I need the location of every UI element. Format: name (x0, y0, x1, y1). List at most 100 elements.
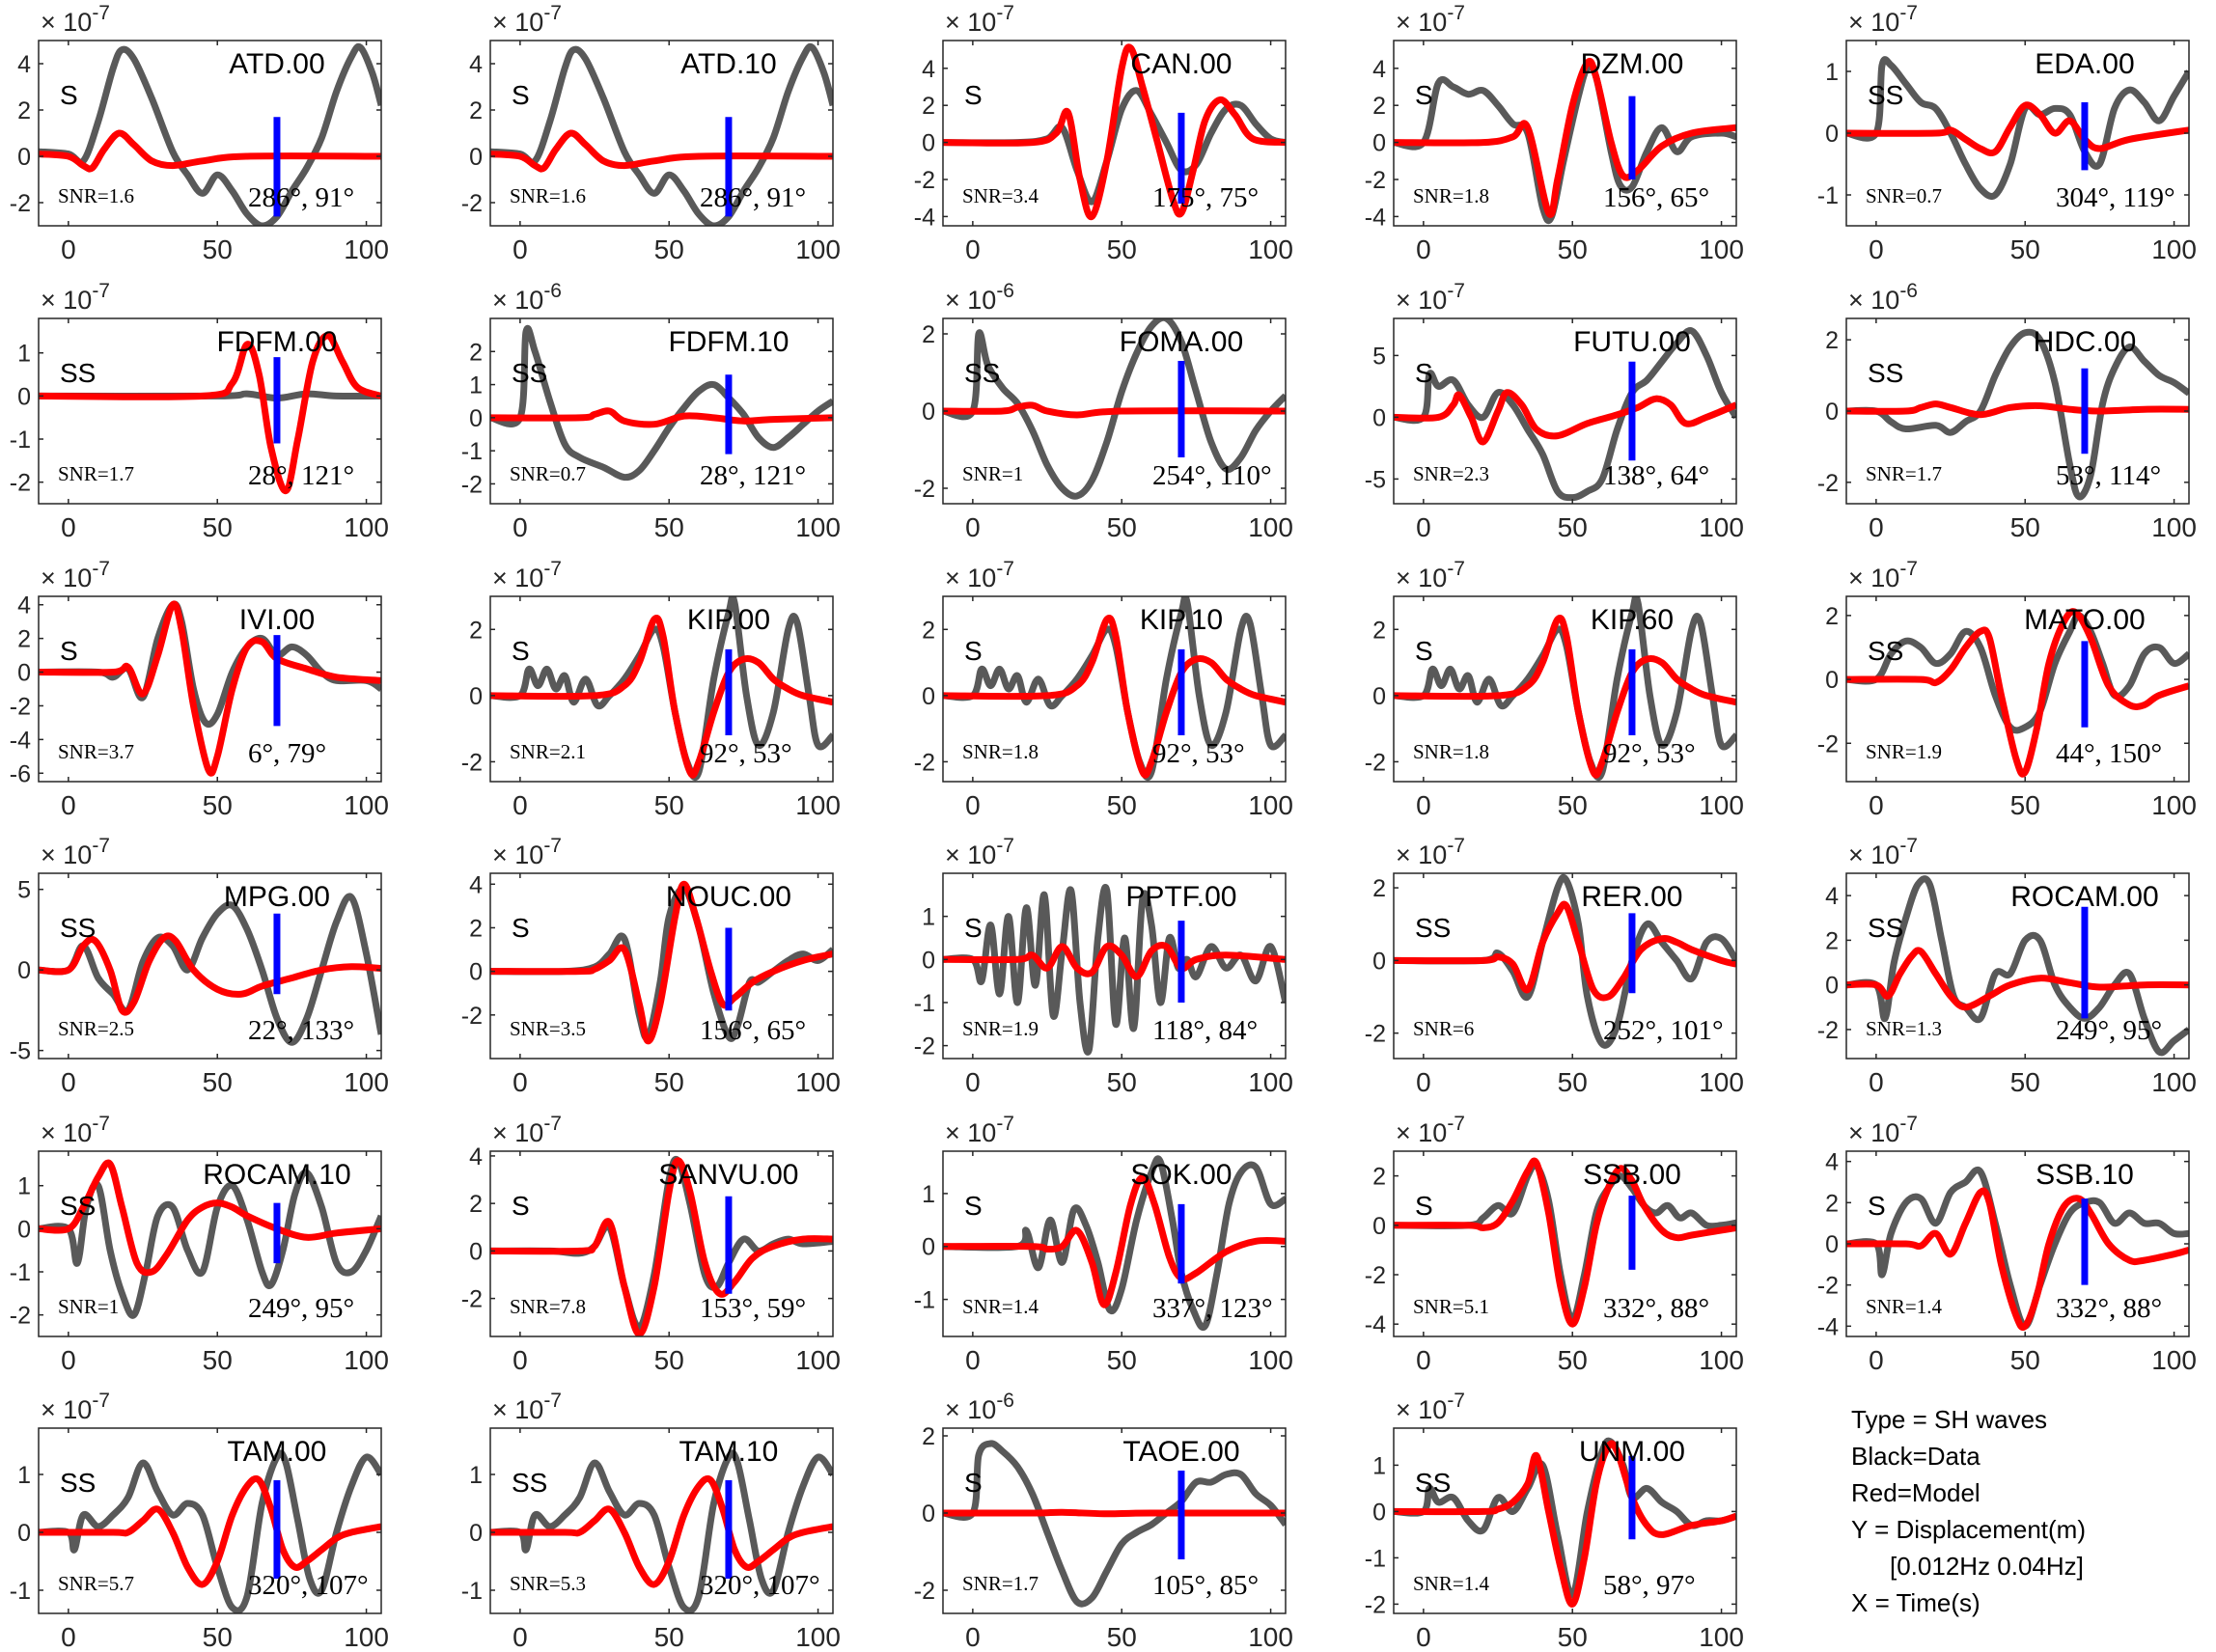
waveform-panel-taoe-00: -2 0 2 0 50 100 × 10-6 TAOE.00 S SNR=1.7 105°, 85° (914, 1390, 1293, 1652)
data-waveform (943, 884, 1286, 1056)
y-exponent-label: × 10-7 (1396, 558, 1465, 592)
y-exponent-label: × 10-7 (41, 280, 110, 315)
y-tick-label: 4 (469, 51, 483, 78)
x-tick-label: 100 (1699, 1345, 1744, 1375)
waveform-panel-can-00: -4 -2 0 2 4 0 50 100 × 10-7 CAN.00 S SNR=3.4 175°, 7… (914, 2, 1293, 264)
y-tick-label: 0 (1825, 973, 1839, 1000)
x-tick-label: 0 (1869, 1067, 1884, 1097)
x-tick-label: 100 (1248, 234, 1293, 264)
y-tick-label: 2 (1372, 1164, 1386, 1191)
y-tick-label: 2 (17, 626, 31, 653)
azimuth-label: 156°, 65° (700, 1015, 806, 1046)
phase-label: SS (1868, 636, 1903, 666)
x-tick-label: 0 (1416, 234, 1431, 264)
x-tick-label: 50 (2010, 1067, 2040, 1097)
y-tick-label: 2 (469, 915, 483, 942)
snr-label: SNR=3.5 (510, 1017, 586, 1040)
azimuth-label: 138°, 64° (1603, 460, 1709, 491)
y-tick-label: 0 (17, 144, 31, 171)
azimuth-label: 92°, 53° (1152, 738, 1245, 769)
y-exponent-label: × 10-7 (41, 558, 110, 592)
y-exponent-label: × 10-7 (1848, 2, 1918, 37)
y-tick-label: 2 (1825, 603, 1839, 630)
x-tick-label: 100 (344, 1067, 389, 1097)
y-tick-label: 5 (17, 877, 31, 904)
snr-label: SNR=0.7 (510, 462, 586, 485)
data-waveform (1394, 1437, 1736, 1599)
x-tick-label: 100 (344, 512, 389, 542)
waveform-panel-tam-00: -1 0 1 0 50 100 × 10-7 TAM.00 SS SNR=5.7 320°, 107… (10, 1390, 389, 1652)
x-tick-label: 50 (2010, 512, 2040, 542)
axes-frame (489, 317, 834, 505)
phase-label: SS (1868, 913, 1903, 943)
station-label: DZM.00 (1581, 48, 1684, 80)
waveform-panel-unm-00: -2 -1 0 1 0 50 100 × 10-7 UNM.00 SS SNR=1.4 58°, 97… (1365, 1390, 1744, 1652)
x-tick-label: 50 (1558, 1345, 1588, 1375)
data-waveform (1846, 875, 2189, 1057)
figure-legend: Type = SH waves Black=Data Red=Model Y =… (1851, 1401, 2199, 1621)
station-label: ROCAM.10 (203, 1159, 350, 1191)
x-tick-label: 50 (1107, 1067, 1137, 1097)
axes-frame (38, 317, 382, 505)
y-tick-label: -2 (914, 1578, 935, 1605)
model-waveform (1846, 1187, 2189, 1332)
axes-frame (1393, 1427, 1737, 1614)
y-exponent-label: × 10-7 (1396, 835, 1465, 869)
station-label: TAM.10 (679, 1436, 779, 1468)
data-waveform (943, 1440, 1286, 1608)
y-tick-label: -1 (1365, 1545, 1386, 1572)
y-tick-label: -2 (1365, 749, 1386, 776)
phase-label: S (1415, 358, 1433, 388)
azimuth-label: 286°, 91° (700, 182, 806, 213)
y-tick-label: 0 (1372, 948, 1386, 975)
y-exponent-label: × 10-6 (945, 280, 1014, 315)
y-tick-label: 0 (17, 957, 31, 984)
y-tick-label: 2 (922, 93, 935, 120)
y-tick-label: 2 (922, 617, 935, 644)
snr-label: SNR=5.1 (1413, 1295, 1489, 1318)
x-tick-label: 100 (1248, 512, 1293, 542)
snr-label: SNR=1.9 (1866, 740, 1942, 763)
x-tick-label: 0 (1869, 512, 1884, 542)
station-label: EDA.00 (2035, 48, 2134, 80)
phase-label: S (60, 636, 78, 666)
x-tick-label: 50 (1558, 1622, 1588, 1652)
x-tick-label: 0 (965, 234, 981, 264)
legend-data: Black=Data (1851, 1442, 1981, 1471)
x-tick-label: 50 (203, 234, 233, 264)
axes-frame (38, 872, 382, 1060)
y-tick-label: -2 (1365, 1262, 1386, 1289)
waveform-panel-ssb-10: -4 -2 0 2 4 0 50 100 × 10-7 SSB.10 S SNR=1.4 332°, 8… (1817, 1113, 2197, 1375)
y-exponent-label: × 10-7 (41, 2, 110, 37)
model-waveform (39, 129, 381, 173)
phase-label: SS (60, 1468, 96, 1498)
x-tick-label: 0 (1416, 1345, 1431, 1375)
y-tick-label: 0 (469, 1520, 483, 1547)
y-tick-label: 5 (1372, 343, 1386, 370)
azimuth-label: 105°, 85° (1152, 1570, 1259, 1601)
model-waveform (943, 942, 1286, 980)
azimuth-label: 156°, 65° (1603, 182, 1709, 213)
axes-frame (489, 595, 834, 783)
station-label: ATD.00 (229, 48, 324, 80)
snr-label: SNR=3.7 (58, 740, 134, 763)
legend-type: Type = SH waves (1851, 1405, 2048, 1434)
waveform-panel-ssb-00: -4 -2 0 2 0 50 100 × 10-7 SSB.00 S SNR=5.1 332°, 88… (1365, 1113, 1744, 1375)
axes-frame (38, 1427, 382, 1614)
x-tick-label: 0 (61, 234, 76, 264)
y-tick-label: 0 (1825, 121, 1839, 148)
x-tick-label: 50 (654, 512, 684, 542)
y-tick-label: 0 (1372, 404, 1386, 431)
x-tick-label: 50 (1107, 790, 1137, 820)
axes-frame (1845, 872, 2190, 1060)
y-tick-label: 2 (1372, 93, 1386, 120)
x-tick-label: 0 (1416, 512, 1431, 542)
y-tick-label: -2 (10, 693, 31, 720)
y-tick-label: -2 (1365, 1021, 1386, 1048)
y-exponent-label: × 10-7 (41, 835, 110, 869)
x-tick-label: 0 (61, 1622, 76, 1652)
station-label: KIP.60 (1591, 604, 1674, 636)
model-waveform (39, 932, 381, 1016)
y-exponent-label: × 10-7 (41, 1390, 110, 1424)
y-tick-label: -4 (1365, 1311, 1386, 1338)
